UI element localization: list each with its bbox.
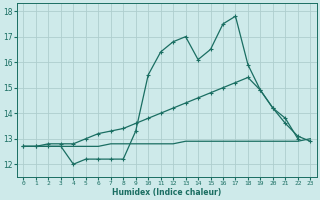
X-axis label: Humidex (Indice chaleur): Humidex (Indice chaleur) xyxy=(112,188,221,197)
